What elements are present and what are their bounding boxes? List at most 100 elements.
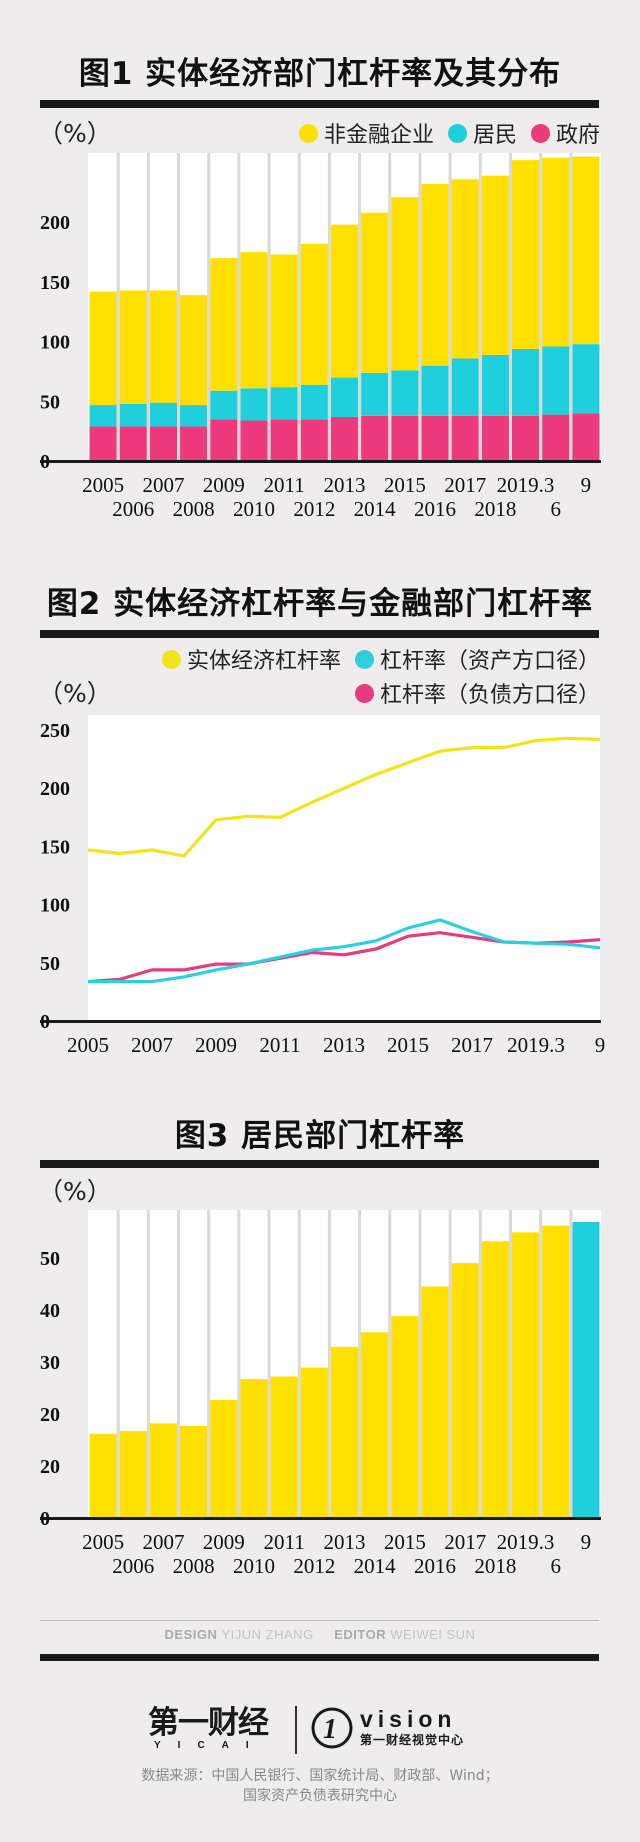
x-axis-line xyxy=(40,1517,601,1520)
bar-gap xyxy=(569,153,573,460)
bar-6-非金融企业 xyxy=(542,157,570,347)
chart3-unit: （%） xyxy=(38,1177,112,1206)
bar-2006-居民 xyxy=(119,1431,147,1517)
x-tick-label: 2015 xyxy=(387,1033,429,1057)
vision-word: vision xyxy=(360,1706,457,1732)
x-tick-label: 2005 xyxy=(67,1033,109,1057)
design-name: YIJUN ZHANG xyxy=(221,1627,314,1642)
bar-2009-居民 xyxy=(210,390,238,420)
bar-gap xyxy=(508,153,512,460)
bar-2009-非金融企业 xyxy=(210,258,238,391)
x-tick-label: 2016 xyxy=(414,1554,456,1578)
x-tick-label: 2014 xyxy=(354,497,397,521)
bar-2007-非金融企业 xyxy=(149,290,178,403)
bar-2016-居民 xyxy=(421,1286,449,1517)
legend-dot-asset-side xyxy=(354,649,374,669)
y-tick-label: 100 xyxy=(40,895,70,917)
x-tick-label: 2006 xyxy=(112,497,154,521)
bar-gap xyxy=(388,1210,392,1517)
x-tick-label: 2013 xyxy=(324,473,366,497)
y-tick-label: 40 xyxy=(40,1300,60,1322)
x-tick-label: 2018 xyxy=(474,1554,516,1578)
bar-gap xyxy=(388,153,392,460)
x-tick-label: 2015 xyxy=(384,1530,426,1554)
y-tick-label: 30 xyxy=(40,1352,60,1374)
bar-2011-居民 xyxy=(270,1376,298,1517)
x-tick-label: 2008 xyxy=(173,497,215,521)
editor-name: WEIWEI SUN xyxy=(390,1627,476,1642)
x-tick-label: 6 xyxy=(550,497,561,521)
x-tick-label: 6 xyxy=(550,1554,561,1578)
x-tick-label: 2013 xyxy=(323,1033,365,1057)
bar-2018-政府 xyxy=(481,415,509,460)
design-label: DESIGN xyxy=(164,1627,218,1642)
bar-gap xyxy=(177,1210,181,1517)
bar-2013-居民 xyxy=(330,377,359,417)
x-tick-label: 2007 xyxy=(131,1033,173,1057)
bar-2014-政府 xyxy=(361,415,389,460)
bar-2011-居民 xyxy=(270,387,298,420)
y-tick-label: 150 xyxy=(40,836,70,858)
x-tick-label: 2009 xyxy=(203,1530,245,1554)
vision-logo-text: vision 第一财经视觉中心 xyxy=(360,1706,464,1748)
legend-label-enterprise: 非金融企业 xyxy=(323,123,434,148)
bar-2013-政府 xyxy=(330,416,359,460)
chart3-title: 图3 居民部门杠杆率 xyxy=(174,1118,466,1154)
bar-2016-居民 xyxy=(421,365,449,416)
yicai-logo-en: YICAI xyxy=(154,1740,266,1751)
x-tick-label: 2018 xyxy=(474,497,516,521)
legend-label-real-economy: 实体经济杠杆率 xyxy=(186,649,341,674)
bar-9-非金融企业 xyxy=(572,156,600,345)
bar-2019.3-居民 xyxy=(511,1232,540,1517)
source-line-1: 数据来源：中国人民银行、国家统计局、财政部、Wind； xyxy=(141,1768,499,1784)
bar-gap xyxy=(267,153,271,460)
vision-logo-mark: 1 xyxy=(308,1704,356,1752)
chart1-title-rule xyxy=(40,100,599,108)
bar-2005-非金融企业 xyxy=(89,291,117,406)
x-tick-label: 2007 xyxy=(142,473,184,497)
bar-gap xyxy=(508,1210,512,1517)
bar-gap xyxy=(146,153,150,460)
bar-gap xyxy=(358,1210,362,1517)
bar-2010-居民 xyxy=(240,388,268,421)
bar-2019.3-居民 xyxy=(511,348,540,416)
legend-dot-liability-side xyxy=(354,683,374,703)
legend-dot-enterprise xyxy=(298,123,318,143)
bar-2012-政府 xyxy=(300,419,328,460)
vision-sub: 第一财经视觉中心 xyxy=(360,1733,465,1747)
bar-2011-非金融企业 xyxy=(270,254,298,388)
bar-2012-居民 xyxy=(300,384,328,420)
x-tick-label: 2007 xyxy=(142,1530,184,1554)
x-tick-label: 2015 xyxy=(384,473,426,497)
bar-2014-居民 xyxy=(361,1332,389,1517)
bar-gap xyxy=(237,1210,241,1517)
chart2-unit: （%） xyxy=(38,679,112,708)
x-tick-label: 2005 xyxy=(82,1530,124,1554)
x-tick-label: 9 xyxy=(581,1530,592,1554)
bar-2006-政府 xyxy=(119,426,147,460)
legend-dot-government xyxy=(530,123,550,143)
legend-label-asset-side: 杠杆率（资产方口径） xyxy=(379,649,600,674)
bar-gap xyxy=(146,1210,150,1517)
x-tick-label: 2009 xyxy=(195,1033,237,1057)
chart1-legend: 非金融企业 居民 政府 xyxy=(298,117,600,149)
bar-gap xyxy=(207,153,211,460)
bar-gap xyxy=(539,1210,543,1517)
logo-separator xyxy=(295,1706,297,1754)
bar-2013-非金融企业 xyxy=(330,224,359,378)
bar-2012-居民 xyxy=(300,1367,328,1517)
bar-2014-居民 xyxy=(361,372,389,416)
bar-2009-政府 xyxy=(210,419,238,460)
bar-2006-居民 xyxy=(119,403,147,427)
x-tick-label: 9 xyxy=(581,473,592,497)
x-axis-line xyxy=(40,460,601,463)
bar-gap xyxy=(358,153,362,460)
bar-2017-政府 xyxy=(451,415,479,460)
x-tick-label: 2012 xyxy=(293,1554,335,1578)
chart2-legend-row2: 杠杆率（负债方口径） xyxy=(354,677,600,709)
bar-6-居民 xyxy=(542,1225,570,1517)
x-tick-label: 2017 xyxy=(451,1033,493,1057)
bar-2016-政府 xyxy=(421,415,449,460)
bar-6-居民 xyxy=(542,346,570,415)
bar-2007-居民 xyxy=(149,1423,178,1517)
